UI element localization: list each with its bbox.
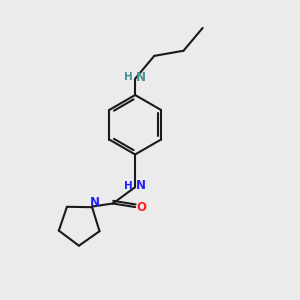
Text: N: N	[89, 196, 100, 208]
Text: O: O	[137, 201, 147, 214]
Text: N: N	[136, 179, 146, 192]
Text: N: N	[136, 71, 146, 84]
Text: H: H	[124, 72, 133, 82]
Text: H: H	[124, 181, 133, 191]
